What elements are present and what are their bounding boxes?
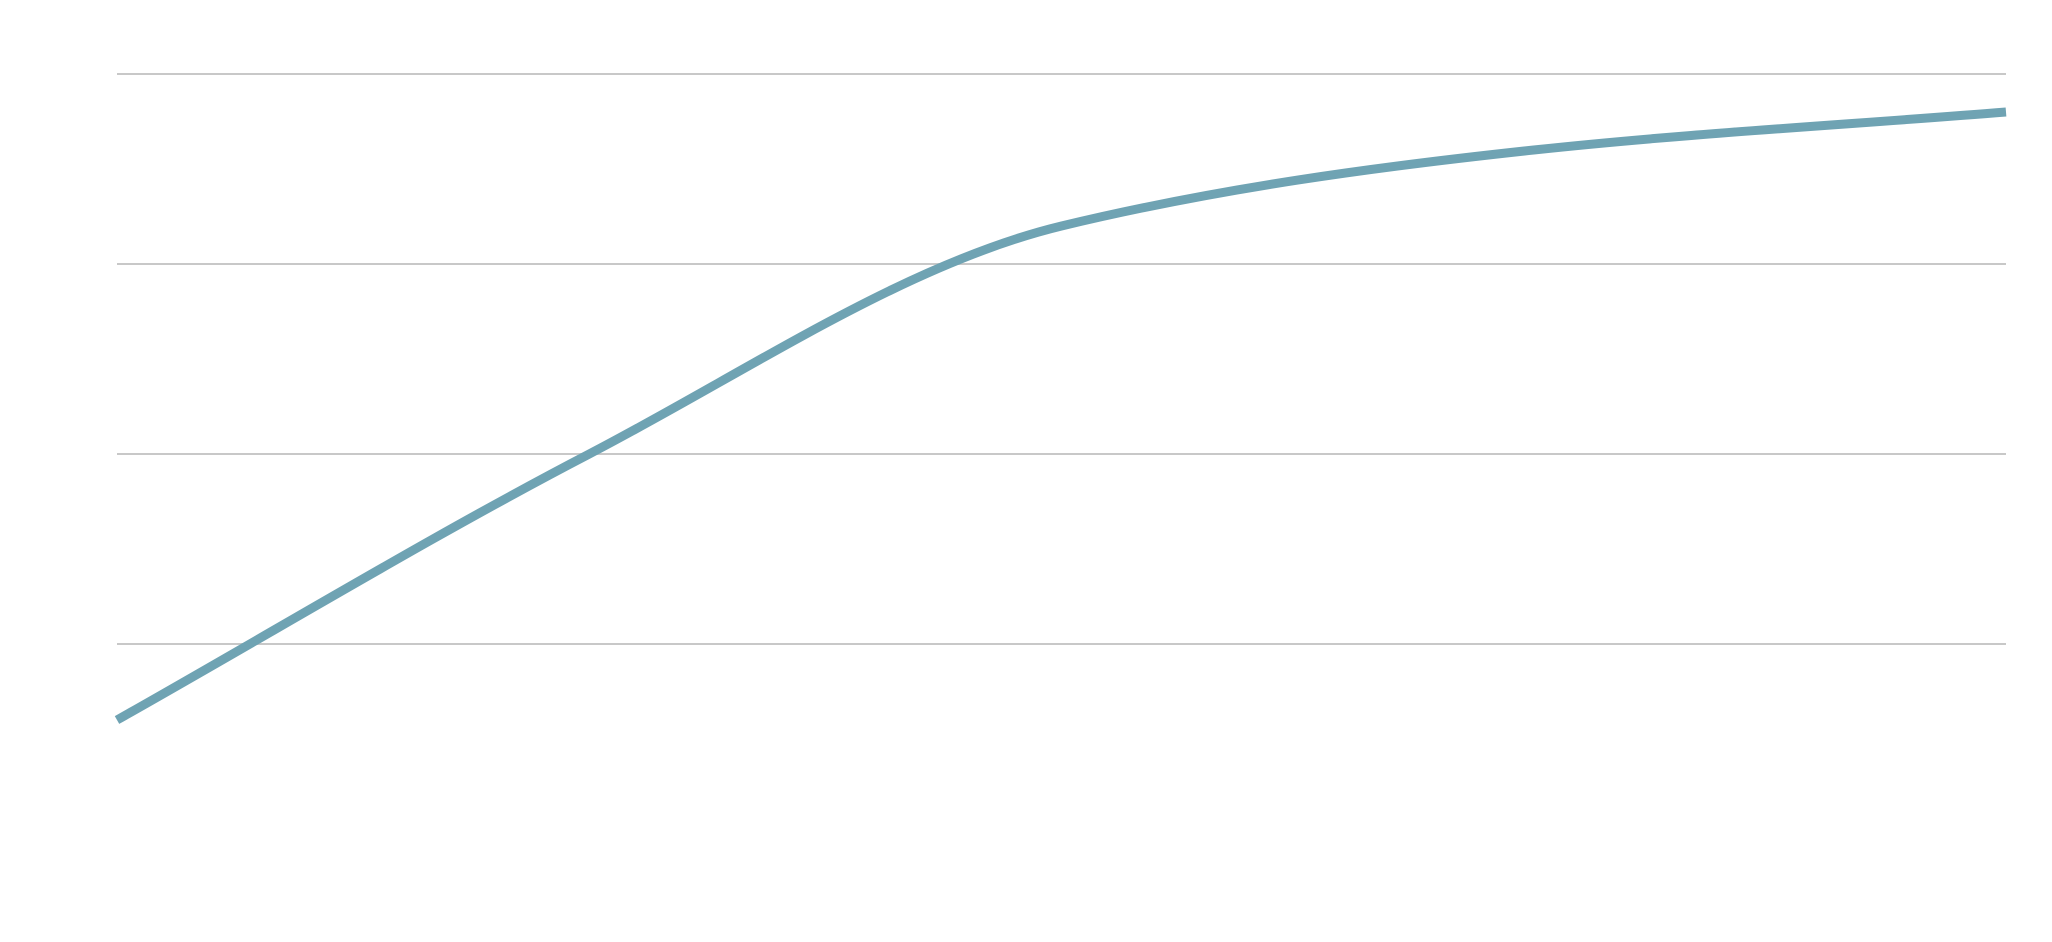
gridlines: [117, 73, 2006, 645]
series-line-0: [114, 107, 2007, 724]
series-layer: [114, 107, 2007, 724]
